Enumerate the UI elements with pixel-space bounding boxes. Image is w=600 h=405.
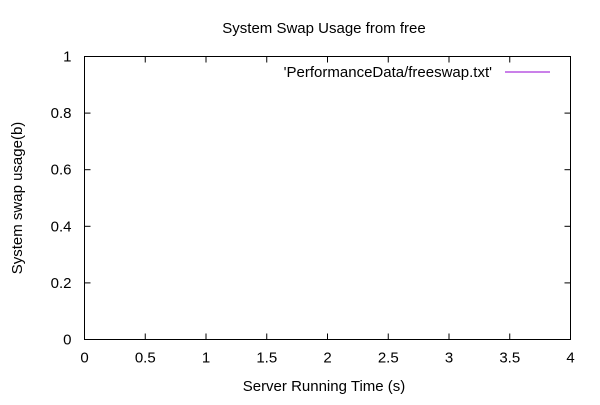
legend: 'PerformanceData/freeswap.txt' <box>284 64 550 81</box>
x-tick-label: 2 <box>323 350 331 367</box>
x-axis-label: Server Running Time (s) <box>243 378 406 395</box>
x-tick-label: 2.5 <box>378 350 399 367</box>
y-tick-label: 0.6 <box>51 162 72 179</box>
x-tick-label: 3 <box>445 350 453 367</box>
plot-area-frame <box>84 56 571 340</box>
legend-label: 'PerformanceData/freeswap.txt' <box>284 64 492 81</box>
x-tick-label: 0.5 <box>135 350 156 367</box>
x-tick-label: 0 <box>80 350 88 367</box>
y-tick-label: 0.8 <box>51 105 72 122</box>
y-axis-label: System swap usage(b) <box>9 122 26 275</box>
y-tick-label: 0.4 <box>51 218 72 235</box>
y-axis-ticks: 0 0.2 0.4 0.6 0.8 1 <box>51 49 571 349</box>
x-tick-label: 1.5 <box>256 350 277 367</box>
y-tick-label: 0 <box>63 332 71 349</box>
x-tick-label: 3.5 <box>499 350 520 367</box>
x-axis-ticks: 0 0.5 1 1.5 2 2.5 3 3.5 4 <box>80 56 575 367</box>
y-tick-label: 0.2 <box>51 275 72 292</box>
y-tick-label: 1 <box>63 49 71 66</box>
x-tick-label: 4 <box>566 350 574 367</box>
x-tick-label: 1 <box>202 350 210 367</box>
chart-title: System Swap Usage from free <box>222 20 425 37</box>
